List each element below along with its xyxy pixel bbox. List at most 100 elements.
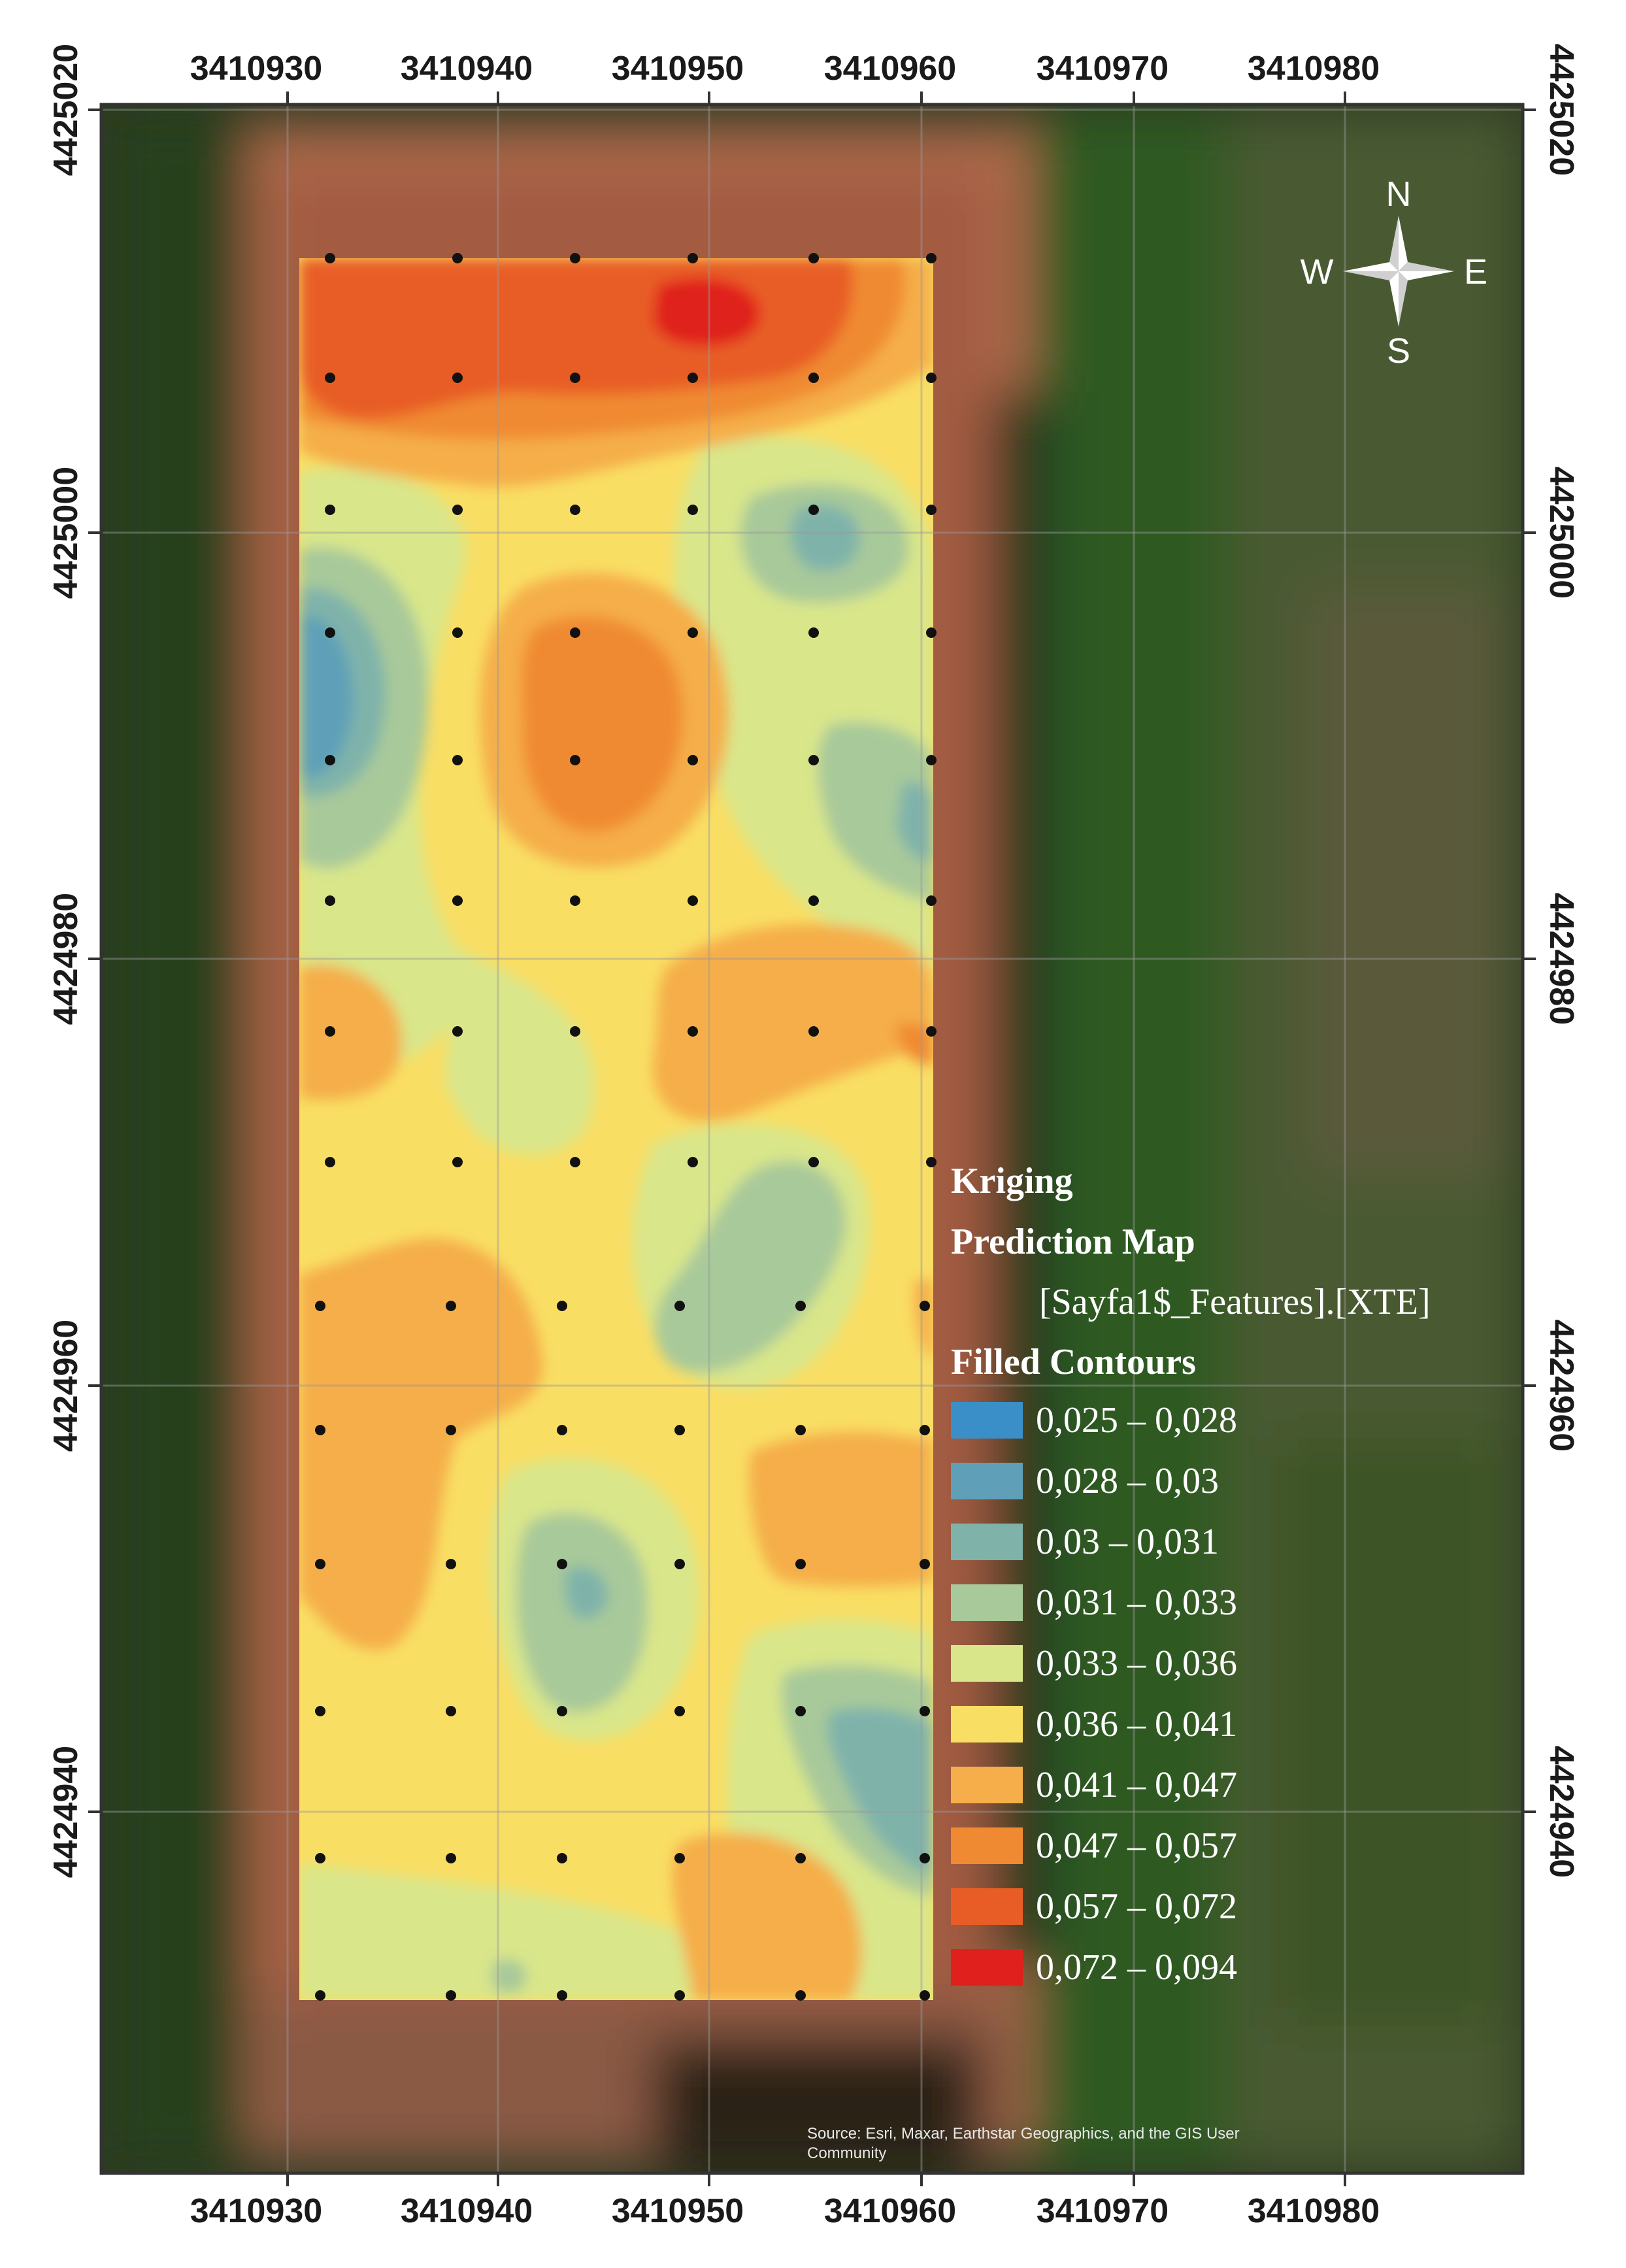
- compass-s-label: S: [1387, 331, 1410, 371]
- x-tick-label-top: 3410950: [612, 50, 744, 88]
- north-arrow-icon: N S E W: [1301, 175, 1488, 371]
- sample-point: [446, 1425, 456, 1435]
- sample-point: [808, 253, 819, 263]
- attribution: Source: Esri, Maxar, Earthstar Geographi…: [807, 2125, 1240, 2162]
- sample-point: [452, 373, 463, 383]
- sample-point: [808, 1157, 819, 1167]
- tick-marks: [88, 92, 1536, 2186]
- legend-title-line2: Prediction Map: [951, 1222, 1195, 1262]
- sample-point: [315, 1990, 325, 2001]
- attribution-line1: Source: Esri, Maxar, Earthstar Geographi…: [807, 2125, 1240, 2143]
- sample-point: [688, 1157, 698, 1167]
- sample-point: [688, 755, 698, 765]
- sample-point: [446, 1559, 456, 1569]
- sample-point: [795, 1301, 806, 1311]
- sample-point: [808, 373, 819, 383]
- sample-point: [674, 1559, 685, 1569]
- sample-point: [795, 1853, 806, 1863]
- sample-point: [570, 895, 580, 906]
- x-tick-label-top: 3410940: [401, 50, 533, 88]
- x-tick-label-top: 3410970: [1037, 50, 1169, 88]
- legend-section-title: Filled Contours: [951, 1342, 1196, 1382]
- sample-point: [570, 1026, 580, 1037]
- sample-point: [570, 627, 580, 638]
- compass-e-label: E: [1464, 252, 1487, 292]
- y-tick-label-left: 4424940: [47, 1746, 85, 1878]
- legend-swatch: [951, 1706, 1023, 1743]
- sample-point: [570, 373, 580, 383]
- legend-swatch: [951, 1767, 1023, 1803]
- sample-point: [446, 1706, 456, 1716]
- legend-class-label: 0,036 – 0,041: [1036, 1704, 1237, 1744]
- x-tick-label-bottom: 3410940: [401, 2192, 533, 2230]
- legend-swatch: [951, 1949, 1023, 1986]
- sample-point: [446, 1990, 456, 2001]
- sample-point: [674, 1990, 685, 2001]
- legend-swatch: [951, 1888, 1023, 1925]
- sample-point: [920, 1425, 930, 1435]
- sample-point: [674, 1706, 685, 1716]
- sample-point: [920, 1853, 930, 1863]
- sample-point: [570, 755, 580, 765]
- sample-point: [926, 1026, 937, 1037]
- sample-point: [688, 373, 698, 383]
- sample-points: [315, 253, 937, 2001]
- legend-swatch: [951, 1402, 1023, 1439]
- legend-class-label: 0,025 – 0,028: [1036, 1400, 1237, 1441]
- sample-point: [452, 253, 463, 263]
- sample-point: [557, 1559, 567, 1569]
- sample-point: [557, 1301, 567, 1311]
- legend: Kriging Prediction Map [Sayfa1$_Features…: [951, 1161, 1431, 1988]
- sample-point: [557, 1425, 567, 1435]
- sample-point: [674, 1425, 685, 1435]
- y-tick-label-left: 4424980: [47, 893, 85, 1025]
- y-tick-label-right: 4425000: [1542, 467, 1580, 599]
- sample-point: [926, 253, 937, 263]
- sample-point: [920, 1301, 930, 1311]
- sample-point: [452, 1157, 463, 1167]
- legend-swatch: [951, 1584, 1023, 1621]
- sample-point: [325, 373, 335, 383]
- sample-point: [688, 253, 698, 263]
- compass-w-label: W: [1301, 252, 1334, 292]
- x-tick-label-bottom: 3410980: [1248, 2192, 1380, 2230]
- sample-point: [315, 1706, 325, 1716]
- graticule: [101, 105, 1523, 2173]
- sample-point: [795, 1559, 806, 1569]
- sample-point: [808, 1026, 819, 1037]
- sample-point: [557, 1990, 567, 2001]
- kriging-surface: [299, 258, 933, 2000]
- sample-point: [920, 1559, 930, 1569]
- sample-point: [315, 1853, 325, 1863]
- sample-point: [557, 1853, 567, 1863]
- sample-point: [315, 1559, 325, 1569]
- sample-point: [325, 755, 335, 765]
- sample-point: [808, 755, 819, 765]
- sample-point: [570, 505, 580, 515]
- x-tick-label-top: 3410980: [1248, 50, 1380, 88]
- sample-point: [570, 253, 580, 263]
- legend-class-label: 0,028 – 0,03: [1036, 1461, 1219, 1501]
- sample-point: [795, 1990, 806, 2001]
- sample-point: [808, 505, 819, 515]
- sample-point: [315, 1301, 325, 1311]
- x-tick-label-top: 3410960: [824, 50, 956, 88]
- y-axis-labels-right: 4425020 4425000 4424980 4424960 4424940: [1542, 44, 1580, 1878]
- sample-point: [808, 627, 819, 638]
- sample-point: [557, 1706, 567, 1716]
- sample-point: [315, 1425, 325, 1435]
- legend-class-label: 0,033 – 0,036: [1036, 1643, 1237, 1684]
- sample-point: [325, 253, 335, 263]
- legend-layer-name: [Sayfa1$_Features].[XTE]: [1039, 1282, 1431, 1322]
- y-tick-label-right: 4424940: [1542, 1746, 1580, 1878]
- sample-point: [926, 627, 937, 638]
- legend-class-label: 0,047 – 0,057: [1036, 1826, 1237, 1866]
- legend-class-label: 0,031 – 0,033: [1036, 1582, 1237, 1623]
- x-tick-label-top: 3410930: [190, 50, 322, 88]
- legend-class-list: 0,025 – 0,028 0,028 – 0,03 0,03 – 0,031 0,0…: [951, 1400, 1237, 1988]
- sample-point: [674, 1301, 685, 1311]
- sample-point: [674, 1853, 685, 1863]
- y-axis-labels-left: 4425020 4425000 4424980 4424960 4424940: [47, 44, 85, 1878]
- legend-class-label: 0,041 – 0,047: [1036, 1765, 1237, 1805]
